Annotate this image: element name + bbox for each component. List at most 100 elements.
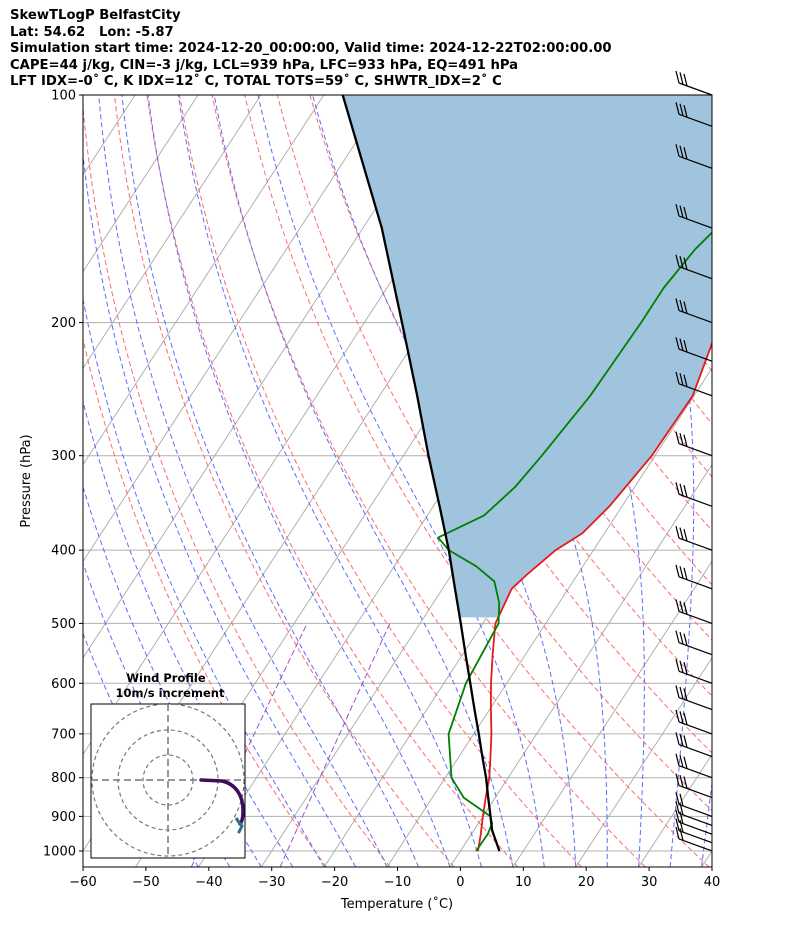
wind-barb-feather <box>675 792 680 805</box>
wind-barb <box>675 564 713 590</box>
wind-barb-feather <box>679 828 684 841</box>
wind-barb-feather <box>679 256 684 269</box>
wind-barb-staff <box>678 537 713 551</box>
header-cape-line: CAPE=44 j/kg, CIN=-3 j/kg, LCL=939 hPa, … <box>10 57 519 73</box>
wind-barb-feather <box>675 630 680 643</box>
wind-barb-feather <box>683 73 688 87</box>
wind-barb <box>675 826 713 852</box>
temperature-profile <box>477 340 712 852</box>
wind-barb-feather <box>679 145 684 158</box>
wind-barb-staff <box>678 576 713 590</box>
wind-barb-staff <box>678 765 713 779</box>
chart-axes: −60 −50 −40 −30 −20 −10 0 10 20 30 40 100 200 300 400 5… <box>43 89 720 891</box>
wind-barb-feather <box>683 662 688 675</box>
wind-barb <box>675 732 713 758</box>
wind-barbs <box>675 70 713 852</box>
wind-barb <box>675 630 713 656</box>
wind-barb-staff <box>678 743 713 758</box>
wind-barb-feather <box>675 659 680 672</box>
wind-barb <box>675 298 713 324</box>
parcel-profile <box>341 95 501 852</box>
y-tick-label: 200 <box>51 316 76 331</box>
moist-adiabat <box>257 95 545 867</box>
wind-barb-feather <box>683 735 688 748</box>
wind-barb-staff <box>678 310 713 324</box>
wind-barb-feather <box>675 254 680 267</box>
x-tick-label: 40 <box>704 875 721 890</box>
isotherm-line <box>83 95 262 369</box>
moist-adiabat <box>177 95 482 867</box>
wind-barb-feather <box>675 564 680 577</box>
wind-barb-staff <box>678 443 713 457</box>
x-tick-label: −30 <box>258 875 285 890</box>
dry-adiabat <box>83 102 391 867</box>
dry-adiabat <box>276 95 712 812</box>
wind-barb-feather <box>679 432 684 446</box>
wind-barb-feather <box>683 688 688 701</box>
wind-barb <box>675 203 713 229</box>
dry-adiabat <box>83 336 327 867</box>
hodograph-title: Wind Profile <box>126 671 206 685</box>
wind-barb-feather <box>675 773 680 786</box>
isotherm-line <box>512 560 712 867</box>
chart-series <box>341 95 712 852</box>
wind-barb <box>675 773 713 799</box>
moist-adiabat <box>98 95 388 867</box>
moist-adiabat <box>121 95 419 867</box>
wind-barb-feather <box>675 144 680 157</box>
wind-barb-feather <box>675 709 680 723</box>
wind-barb <box>675 685 713 711</box>
wind-barb-feather <box>679 205 684 218</box>
y-tick-label: 400 <box>51 544 76 559</box>
wind-barb-feather <box>675 482 680 495</box>
hodograph-trace <box>199 778 245 826</box>
isotherm-line <box>386 367 712 867</box>
wind-barb-feather <box>675 685 680 698</box>
wind-barb-feather <box>679 72 684 85</box>
wind-barb-feather <box>679 600 684 614</box>
wind-barb-staff <box>678 113 713 127</box>
x-tick-label: −40 <box>195 875 222 890</box>
wind-barb-feather <box>675 102 680 115</box>
isotherm-line <box>701 850 712 867</box>
x-tick-label: 30 <box>641 875 658 890</box>
moist-adiabat <box>213 95 514 867</box>
moist-adiabat <box>83 485 262 867</box>
wind-barb-staff <box>678 670 713 684</box>
wind-barb-feather <box>675 826 680 840</box>
wind-barb-staff <box>678 821 713 835</box>
wind-barb-staff <box>678 348 713 362</box>
wind-barb-feather <box>679 566 684 579</box>
isotherm-line <box>83 95 451 659</box>
y-tick-label: 100 <box>51 89 76 104</box>
wind-barb-staff <box>678 155 713 169</box>
dry-adiabat <box>766 95 794 867</box>
wind-barb-feather <box>679 527 684 540</box>
wind-barb-feather <box>675 337 680 350</box>
wind-barb-feather <box>679 103 684 116</box>
wind-barb-staff <box>678 642 713 656</box>
wind-barb-feather <box>675 70 680 84</box>
wind-barb-staff <box>678 838 713 852</box>
wind-barb <box>675 337 713 362</box>
wind-barb-feather <box>683 528 688 542</box>
wind-barb-feather <box>683 434 688 447</box>
moist-adiabat <box>83 399 294 867</box>
wind-barb-staff <box>678 383 713 397</box>
wind-barb-feather <box>683 602 688 615</box>
wind-barb-feather <box>679 686 684 700</box>
wind-barb-staff <box>678 721 713 735</box>
wind-barb-feather <box>679 755 684 768</box>
mixing-ratio-line <box>279 623 391 867</box>
y-tick-label: 300 <box>51 449 76 464</box>
wind-barb-feather <box>675 732 680 745</box>
dry-adiabat <box>341 95 712 697</box>
wind-barb-feather <box>675 431 680 444</box>
hodograph-trace-lower <box>234 817 244 834</box>
wind-barb-feather <box>675 203 680 217</box>
isotherm-line <box>83 95 325 466</box>
y-tick-label: 700 <box>51 727 76 742</box>
wind-barb-feather <box>683 147 688 160</box>
wind-barb-feather <box>679 660 684 673</box>
wind-barb-feather <box>683 485 688 498</box>
